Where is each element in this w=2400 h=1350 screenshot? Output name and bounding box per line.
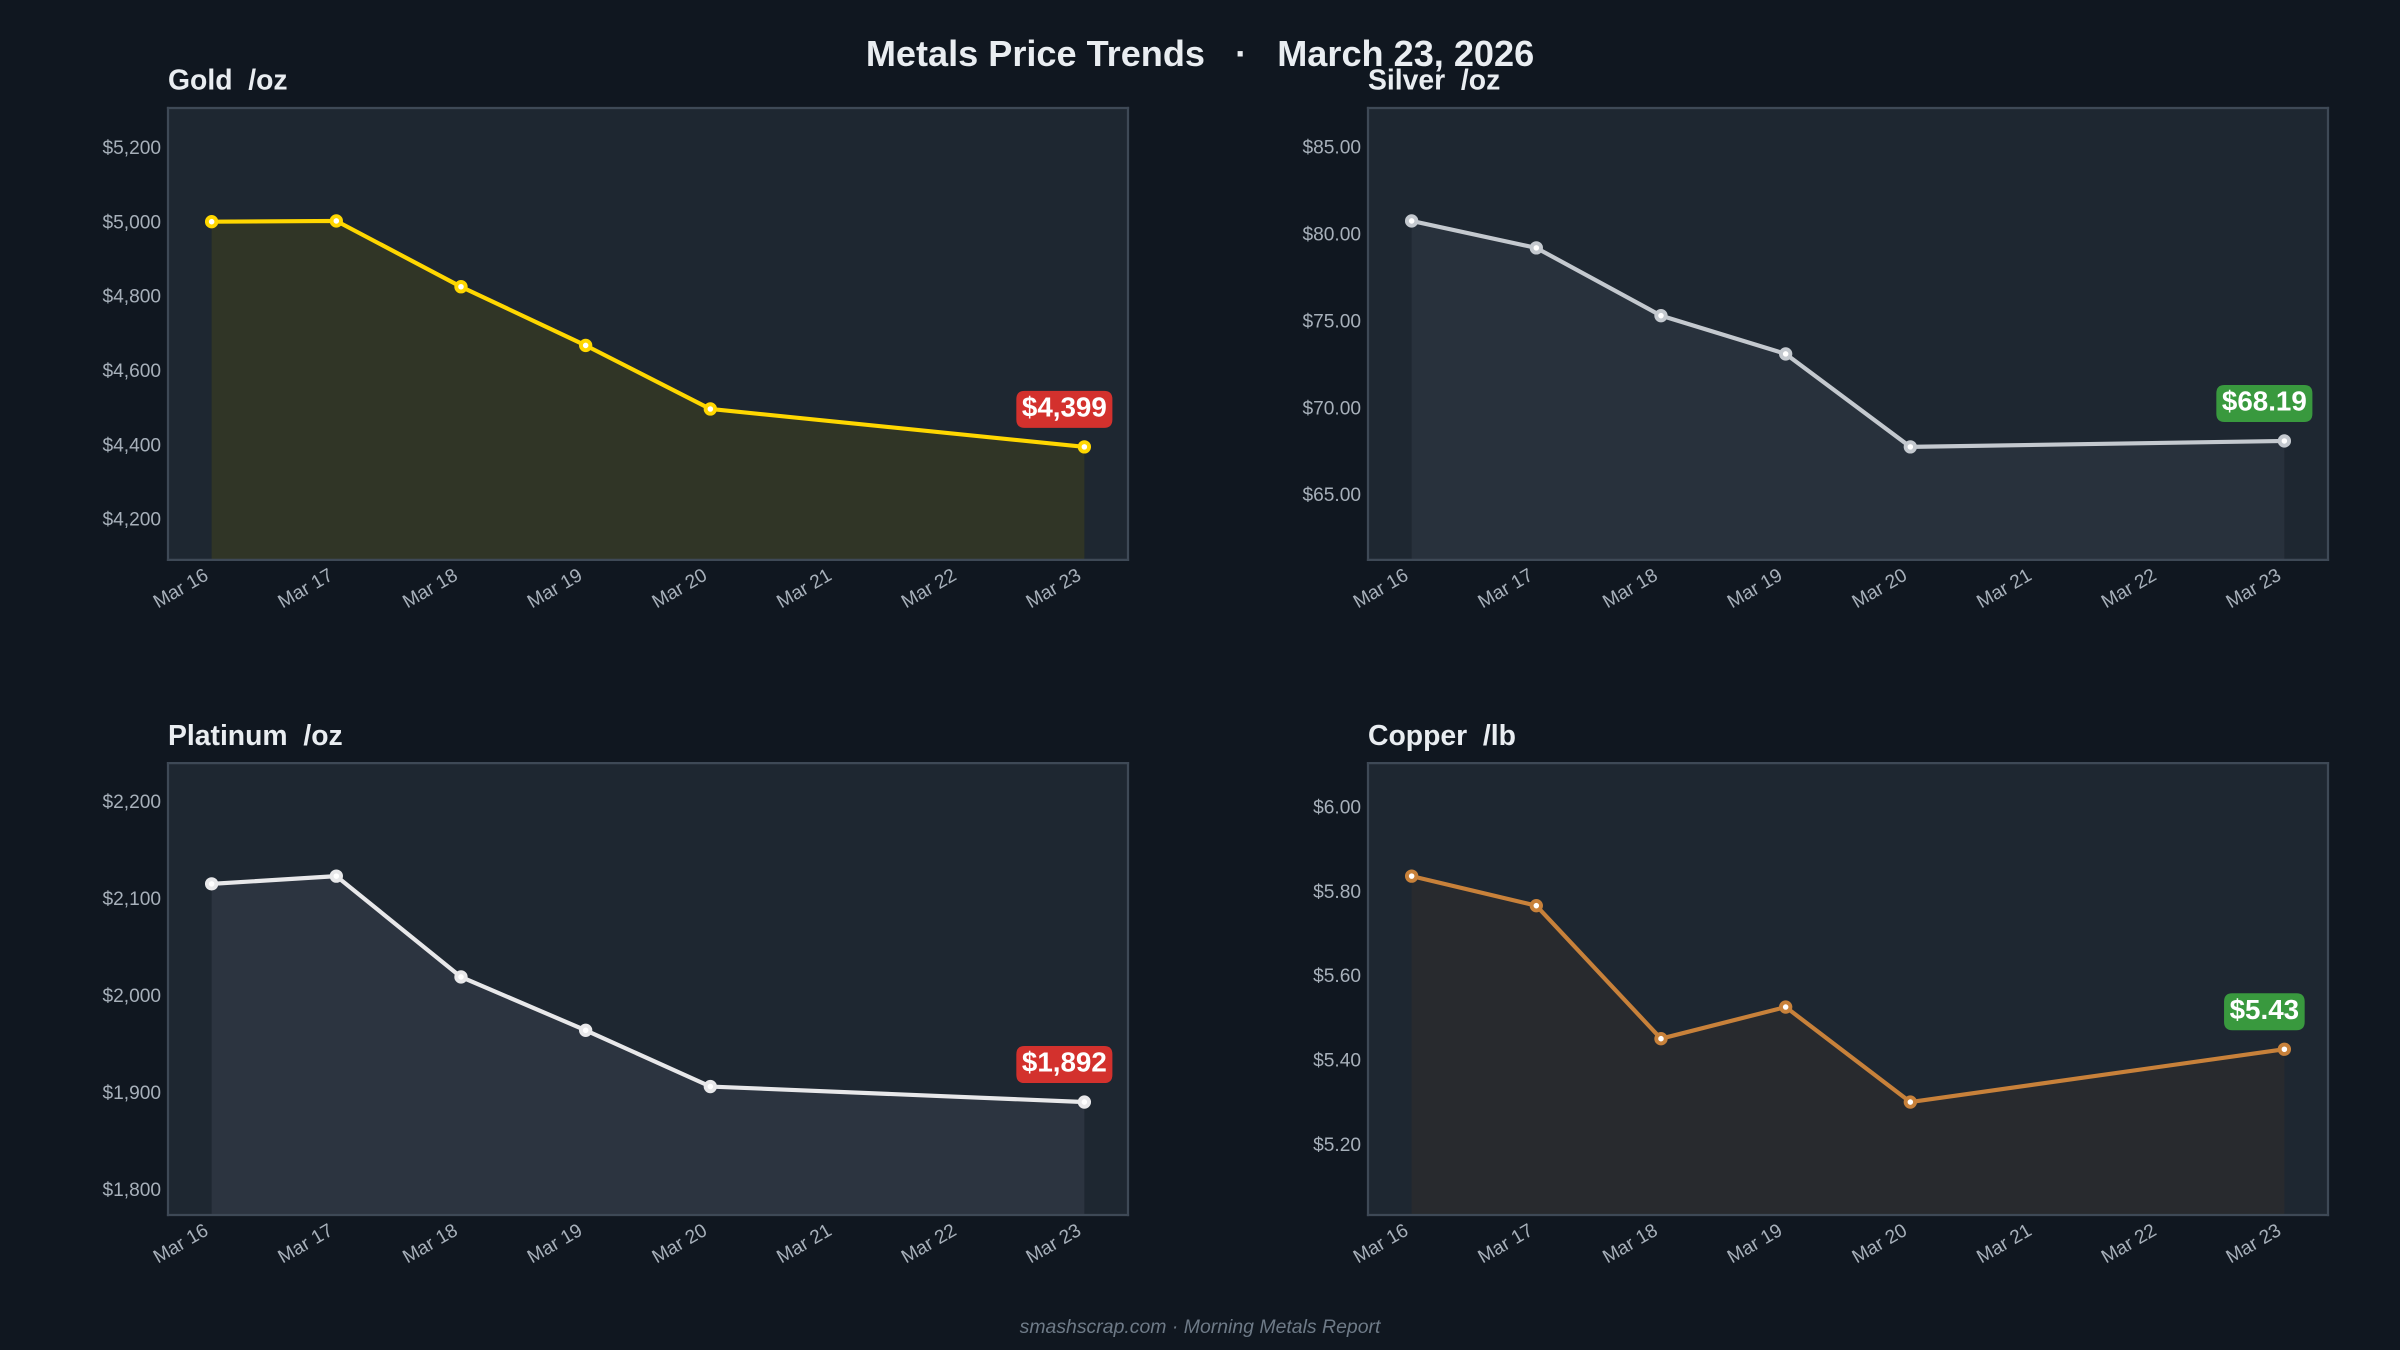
svg-text:$2,200: $2,200 [102,792,161,813]
svg-text:$80.00: $80.00 [1302,224,1361,245]
svg-text:$5,000: $5,000 [102,212,161,233]
svg-text:$1,900: $1,900 [102,1083,161,1104]
svg-text:smashscrap.com · Morning Metal: smashscrap.com · Morning Metals Report [1020,1316,1382,1338]
svg-text:Gold /oz: Gold /oz [168,65,288,97]
svg-text:$5.40: $5.40 [1313,1051,1361,1072]
svg-text:$1,892: $1,892 [1022,1047,1107,1078]
svg-text:$2,100: $2,100 [102,889,161,910]
svg-text:$65.00: $65.00 [1302,485,1361,506]
svg-text:$75.00: $75.00 [1302,311,1361,332]
svg-text:$6.00: $6.00 [1313,797,1361,818]
svg-text:Silver /oz: Silver /oz [1368,65,1500,97]
svg-text:Copper /lb: Copper /lb [1368,720,1516,752]
svg-text:$5.60: $5.60 [1313,966,1361,987]
svg-text:$5.43: $5.43 [2230,994,2299,1025]
svg-text:$4,200: $4,200 [102,510,161,531]
svg-text:$5.80: $5.80 [1313,882,1361,903]
svg-text:$4,400: $4,400 [102,435,161,456]
svg-text:$70.00: $70.00 [1302,398,1361,419]
svg-text:$4,600: $4,600 [102,361,161,382]
svg-text:$2,000: $2,000 [102,986,161,1007]
svg-text:$4,800: $4,800 [102,287,161,308]
svg-text:$5,200: $5,200 [102,138,161,159]
svg-text:Metals Price Trends · Marc: Metals Price Trends · March 23, 2026 [866,33,1534,74]
svg-text:$5.20: $5.20 [1313,1135,1361,1156]
svg-text:$68.19: $68.19 [2222,386,2307,417]
svg-text:$85.00: $85.00 [1302,138,1361,159]
svg-text:$4,399: $4,399 [1022,392,1107,423]
svg-text:$1,800: $1,800 [102,1180,161,1201]
svg-text:Platinum /oz: Platinum /oz [168,720,343,752]
